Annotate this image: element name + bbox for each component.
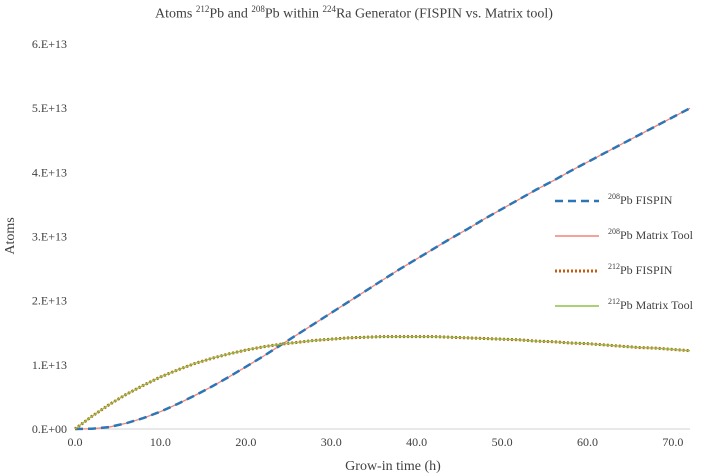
y-tick-label: 5.E+13	[32, 101, 67, 115]
legend-isotope: 212	[608, 262, 620, 271]
title-mid-1: Pb and	[209, 6, 252, 22]
series-layer	[74, 107, 691, 431]
series-line-212pb-fispin	[74, 335, 691, 431]
title-suffix: Ra Generator (FISPIN vs. Matrix tool)	[335, 6, 553, 22]
title-prefix: Atoms	[155, 6, 196, 22]
y-axis-label: Atoms	[3, 217, 18, 254]
series-line-208pb-fispin	[74, 107, 691, 431]
legend-text: Pb FISPIN	[620, 193, 673, 207]
axes	[75, 428, 690, 430]
legend-swatch-212pb-matrix	[555, 305, 599, 307]
legend-label-212pb-matrix: 212Pb Matrix Tool	[608, 297, 693, 313]
legend-isotope: 212	[608, 297, 620, 306]
x-axis-label: Grow-in time (h)	[345, 459, 441, 474]
legend-label-208pb-fispin: 208Pb FISPIN	[608, 192, 672, 208]
y-tick-label: 6.E+13	[32, 37, 67, 51]
legend-label-208pb-matrix: 208Pb Matrix Tool	[608, 227, 693, 243]
y-tick-label: 3.E+13	[32, 230, 67, 244]
y-tick-label: 2.E+13	[32, 294, 67, 308]
x-tick-label: 60.0	[577, 435, 598, 449]
y-tick-label: 4.E+13	[32, 165, 67, 179]
legend-item-208pb-fispin: 208Pb FISPIN	[553, 190, 708, 212]
legend-text: Pb Matrix Tool	[620, 228, 693, 242]
x-tick-label: 20.0	[235, 435, 256, 449]
title-mid-2: Pb within	[264, 6, 323, 22]
title-isotope-208: 208	[251, 4, 265, 14]
x-tick-label: 0.0	[68, 435, 83, 449]
legend-swatch-212pb-fispin	[555, 269, 599, 273]
x-tick-label: 30.0	[321, 435, 342, 449]
y-tick-label: 0.E+00	[32, 422, 67, 436]
x-tick-label: 10.0	[150, 435, 171, 449]
x-tick-labels: 0.0 10.0 20.0 30.0 40.0 50.0 60.0 70.0	[68, 435, 684, 449]
y-tick-label: 1.E+13	[32, 358, 67, 372]
legend-item-208pb-matrix: 208Pb Matrix Tool	[553, 225, 708, 247]
x-tick-label: 50.0	[492, 435, 513, 449]
y-tick-labels: 0.E+00 1.E+13 2.E+13 3.E+13 4.E+13 5.E+13 6.E+…	[32, 37, 67, 436]
legend-isotope: 208	[608, 227, 620, 236]
x-tick-label: 40.0	[406, 435, 427, 449]
legend-swatch-208pb-matrix	[555, 235, 599, 237]
legend-text: Pb FISPIN	[620, 263, 673, 277]
legend-item-212pb-fispin: 212Pb FISPIN	[553, 260, 708, 282]
legend-isotope: 208	[608, 192, 620, 201]
title-isotope-224: 224	[322, 4, 336, 14]
legend-text: Pb Matrix Tool	[620, 298, 693, 312]
title-isotope-212: 212	[195, 4, 210, 14]
legend-swatch-208pb-fispin	[555, 199, 599, 203]
chart-title: Atoms 212Pb and 208Pb within 224Ra Gener…	[0, 4, 708, 23]
legend-item-212pb-matrix: 212Pb Matrix Tool	[553, 295, 708, 317]
x-tick-label: 70.0	[662, 435, 683, 449]
series-line-212pb-matrix	[74, 335, 691, 430]
legend-label-212pb-fispin: 212Pb FISPIN	[608, 262, 672, 278]
